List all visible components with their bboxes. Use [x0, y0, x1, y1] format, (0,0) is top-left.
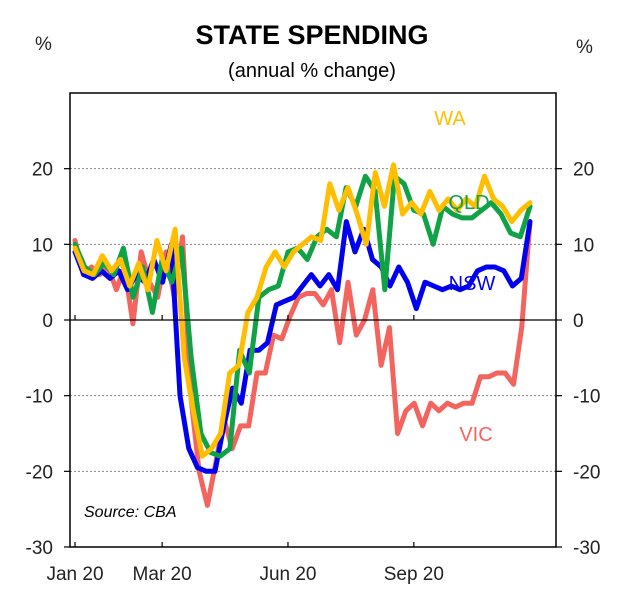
right-axis-unit: % — [576, 37, 593, 58]
series-line-qld — [72, 173, 533, 459]
y-tick-label-right: -10 — [573, 387, 600, 408]
y-tick-label-left: 0 — [42, 311, 53, 332]
x-tick-label: Sep 20 — [384, 564, 444, 585]
y-tick-label-right: 0 — [573, 311, 584, 332]
y-axis-right: 20 10 0 -10 -20 -30 — [556, 160, 600, 559]
x-tick-label: Mar 20 — [133, 564, 192, 585]
chart-title: STATE SPENDING — [195, 20, 428, 50]
y-tick-label-right: 10 — [573, 235, 594, 256]
series-line-vic — [72, 219, 533, 508]
y-tick-label-left: -30 — [26, 538, 53, 559]
source-note: Source: CBA — [84, 504, 176, 521]
series-label-nsw: NSW — [449, 273, 496, 295]
x-axis: Jan 20 Mar 20 Jun 20 Sep 20 — [46, 315, 444, 585]
series-label-vic: VIC — [459, 424, 492, 446]
series-labels: VIC NSW QLD WA — [434, 108, 495, 446]
y-axis-left: 20 10 0 -10 -20 -30 — [26, 160, 70, 559]
y-tick-label-right: -30 — [573, 538, 600, 559]
series-lines — [72, 162, 533, 508]
chart-subtitle: (annual % change) — [228, 60, 396, 82]
y-tick-label-right: 20 — [573, 160, 594, 181]
series-label-qld: QLD — [448, 192, 489, 214]
y-tick-label-left: 20 — [32, 160, 53, 181]
series-line-wa — [72, 162, 533, 459]
y-tick-label-right: -20 — [573, 462, 600, 483]
y-tick-label-left: -20 — [26, 462, 53, 483]
left-axis-unit: % — [35, 34, 52, 55]
y-tick-label-left: -10 — [26, 387, 53, 408]
x-tick-label: Jun 20 — [259, 564, 316, 585]
series-label-wa: WA — [434, 108, 466, 130]
y-tick-label-left: 10 — [32, 235, 53, 256]
x-tick-label: Jan 20 — [46, 564, 103, 585]
